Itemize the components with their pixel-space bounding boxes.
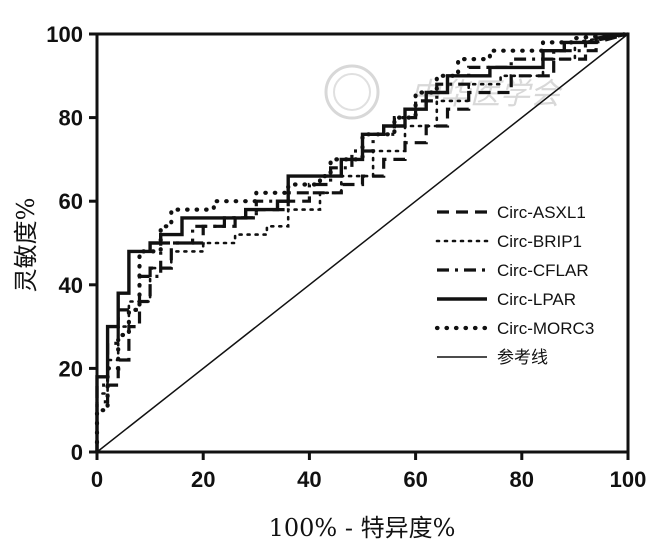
legend-label: Circ-BRIP1 xyxy=(497,232,582,251)
axes: 0 20 40 60 80 100 0 20 40 60 80 100 xyxy=(46,22,646,492)
legend-label: Circ-MORC3 xyxy=(497,319,594,338)
legend: Circ-ASXL1 Circ-BRIP1 Circ-CFLAR Circ-LPAR C… xyxy=(434,203,594,367)
x-tick-label: 60 xyxy=(403,467,427,492)
x-tick-label: 80 xyxy=(510,467,534,492)
x-tick-label: 40 xyxy=(297,467,321,492)
x-tick-label: 20 xyxy=(191,467,215,492)
legend-label: Circ-LPAR xyxy=(497,290,576,309)
legend-label: Circ-ASXL1 xyxy=(497,203,586,222)
y-axis-title: 灵敏度% xyxy=(12,198,40,293)
plot-frame xyxy=(95,32,630,454)
y-tick-label: 0 xyxy=(71,440,83,465)
legend-label: Circ-CFLAR xyxy=(497,261,589,280)
y-tick-label: 20 xyxy=(59,356,83,381)
x-axis-title: 100% - 特异度% xyxy=(269,514,456,542)
y-tick-label: 80 xyxy=(59,106,83,131)
series-line-circ-asxl1 xyxy=(95,32,629,452)
x-tick-label: 0 xyxy=(91,467,103,492)
watermark-seal-inner-icon xyxy=(333,73,371,111)
series-layer xyxy=(94,31,631,455)
x-tick-label: 100 xyxy=(610,467,647,492)
y-tick-label: 60 xyxy=(59,189,83,214)
series-line-circ-lpar xyxy=(95,32,629,452)
y-tick-label: 40 xyxy=(59,273,83,298)
legend-label: 参考线 xyxy=(497,348,548,367)
series-line-- xyxy=(96,33,629,453)
y-tick-label: 100 xyxy=(46,22,83,47)
watermark-text: 中华医学会 xyxy=(410,77,563,112)
series-line-circ-brip1 xyxy=(95,32,630,454)
watermark-seal-icon xyxy=(324,64,380,120)
